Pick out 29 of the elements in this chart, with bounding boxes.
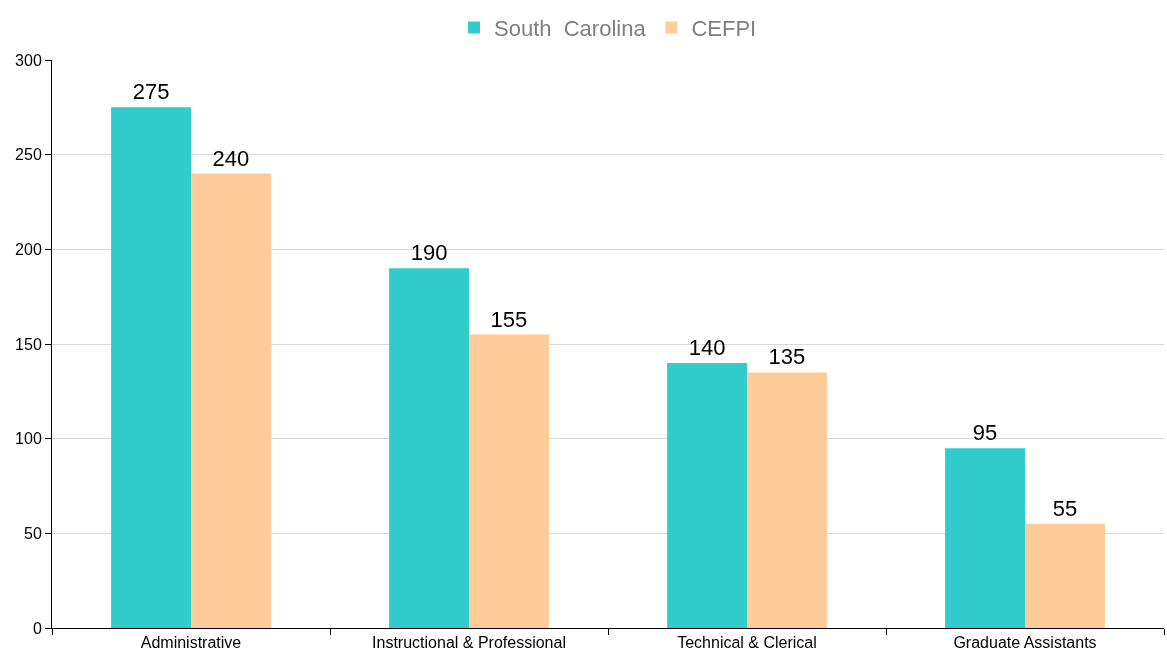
x-tick-label: Technical & Clerical xyxy=(677,634,817,652)
x-tick-label: Administrative xyxy=(140,634,242,652)
legend-label: South Carolina xyxy=(494,16,647,42)
bar xyxy=(945,448,1025,628)
data-label: 240 xyxy=(212,145,250,171)
data-label: 55 xyxy=(1052,495,1078,521)
bar xyxy=(111,107,191,628)
bar xyxy=(747,372,827,628)
bar xyxy=(1025,523,1105,628)
data-label: 190 xyxy=(410,240,448,266)
data-label: 275 xyxy=(132,79,170,105)
y-tick-label: 250 xyxy=(15,146,42,164)
bar xyxy=(667,362,747,628)
x-tick-label: Instructional & Professional xyxy=(372,634,566,652)
legend-label: CEFPI xyxy=(691,16,757,42)
x-tick-label: Graduate Assistants xyxy=(953,634,1097,652)
bar xyxy=(389,268,469,628)
bar xyxy=(469,334,549,628)
y-tick-label: 200 xyxy=(15,240,42,258)
y-tick-label: 150 xyxy=(15,335,42,353)
bar xyxy=(191,173,271,628)
data-label: 155 xyxy=(490,306,528,332)
data-label: 140 xyxy=(688,334,726,360)
y-tick-label: 0 xyxy=(32,619,42,637)
data-label: 135 xyxy=(768,344,806,370)
data-label: 95 xyxy=(972,420,998,446)
y-tick-label: 300 xyxy=(15,51,42,69)
y-tick-label: 100 xyxy=(15,430,42,448)
y-tick-label: 50 xyxy=(24,524,42,542)
